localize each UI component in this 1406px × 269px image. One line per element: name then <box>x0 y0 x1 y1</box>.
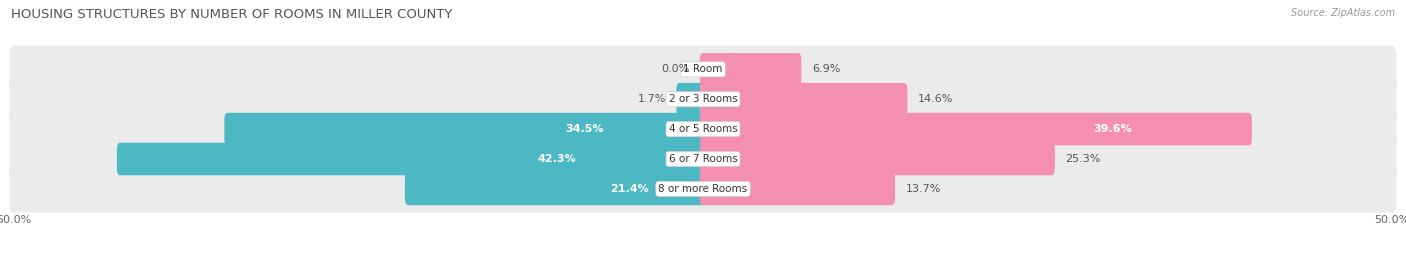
Text: 2 or 3 Rooms: 2 or 3 Rooms <box>669 94 737 104</box>
FancyBboxPatch shape <box>10 105 1396 153</box>
FancyBboxPatch shape <box>700 113 1251 146</box>
Text: 1.7%: 1.7% <box>637 94 666 104</box>
FancyBboxPatch shape <box>405 173 706 205</box>
FancyBboxPatch shape <box>117 143 706 175</box>
Text: 25.3%: 25.3% <box>1066 154 1101 164</box>
FancyBboxPatch shape <box>10 76 1396 123</box>
FancyBboxPatch shape <box>10 135 1396 183</box>
Text: 4 or 5 Rooms: 4 or 5 Rooms <box>669 124 737 134</box>
FancyBboxPatch shape <box>700 53 801 86</box>
Text: 39.6%: 39.6% <box>1092 124 1132 134</box>
FancyBboxPatch shape <box>700 173 896 205</box>
FancyBboxPatch shape <box>700 83 907 116</box>
Text: 34.5%: 34.5% <box>565 124 603 134</box>
Text: Source: ZipAtlas.com: Source: ZipAtlas.com <box>1291 8 1395 18</box>
FancyBboxPatch shape <box>676 83 706 116</box>
Text: 13.7%: 13.7% <box>905 184 941 194</box>
Text: 21.4%: 21.4% <box>610 184 648 194</box>
Text: 42.3%: 42.3% <box>538 154 576 164</box>
Text: 6 or 7 Rooms: 6 or 7 Rooms <box>669 154 737 164</box>
Text: 0.0%: 0.0% <box>661 64 689 74</box>
Text: 6.9%: 6.9% <box>811 64 841 74</box>
FancyBboxPatch shape <box>225 113 706 146</box>
Text: 14.6%: 14.6% <box>918 94 953 104</box>
FancyBboxPatch shape <box>10 165 1396 213</box>
FancyBboxPatch shape <box>10 46 1396 93</box>
FancyBboxPatch shape <box>700 143 1054 175</box>
Text: 8 or more Rooms: 8 or more Rooms <box>658 184 748 194</box>
Text: HOUSING STRUCTURES BY NUMBER OF ROOMS IN MILLER COUNTY: HOUSING STRUCTURES BY NUMBER OF ROOMS IN… <box>11 8 453 21</box>
Text: 1 Room: 1 Room <box>683 64 723 74</box>
